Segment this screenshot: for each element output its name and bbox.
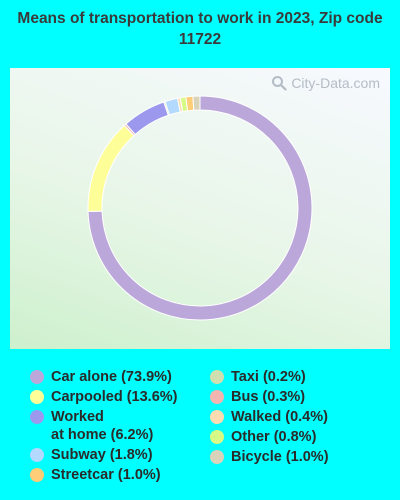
legend-swatch (210, 410, 224, 424)
slice-carpooled (87, 124, 135, 213)
chart-title: Means of transportation to work in 2023,… (17, 10, 383, 48)
slice-bicycle (192, 95, 201, 111)
legend-column-right: Taxi (0.2%) Bus (0.3%) Walked (0.4%) Other … (210, 368, 329, 468)
legend-swatch (30, 370, 44, 384)
legend-swatch (210, 390, 224, 404)
legend-swatch (30, 448, 44, 462)
watermark-text: City-Data.com (291, 75, 380, 91)
legend-label: Bus (0.3%) (231, 389, 306, 405)
legend-label: Taxi (0.2%) (231, 369, 306, 385)
legend-swatch (30, 468, 44, 482)
search-icon (272, 76, 287, 91)
legend-swatch (210, 430, 224, 444)
legend-label: Worked at home (6.2%) (51, 409, 154, 443)
legend-label: Carpooled (13.6%) (51, 389, 178, 405)
legend-item: Worked at home (6.2%) (30, 408, 178, 444)
legend-item: Carpooled (13.6%) (30, 388, 178, 406)
donut-chart (87, 95, 313, 321)
legend-item: Bus (0.3%) (210, 388, 329, 406)
watermark: City-Data.com (271, 75, 380, 91)
legend-swatch (210, 450, 224, 464)
legend-item: Bicycle (1.0%) (210, 448, 329, 466)
chart-panel: City-Data.com (10, 68, 390, 349)
legend-swatch (30, 410, 44, 424)
legend-label: Other (0.8%) (231, 429, 317, 445)
legend-label: Subway (1.8%) (51, 447, 153, 463)
legend-item: Walked (0.4%) (210, 408, 329, 426)
legend-item: Other (0.8%) (210, 428, 329, 446)
legend-column-left: Car alone (73.9%) Carpooled (13.6%) Worked… (30, 368, 178, 486)
legend-swatch (210, 370, 224, 384)
legend-item: Car alone (73.9%) (30, 368, 178, 386)
legend-label: Bicycle (1.0%) (231, 449, 329, 465)
legend-item: Taxi (0.2%) (210, 368, 329, 386)
legend-item: Subway (1.8%) (30, 446, 178, 464)
slice-worked-at-home (125, 101, 169, 136)
legend-swatch (30, 390, 44, 404)
legend-item: Streetcar (1.0%) (30, 466, 178, 484)
slice-car-alone (87, 95, 313, 321)
legend-label: Streetcar (1.0%) (51, 467, 161, 483)
legend-label: Car alone (73.9%) (51, 369, 172, 385)
legend-label: Walked (0.4%) (231, 409, 328, 425)
